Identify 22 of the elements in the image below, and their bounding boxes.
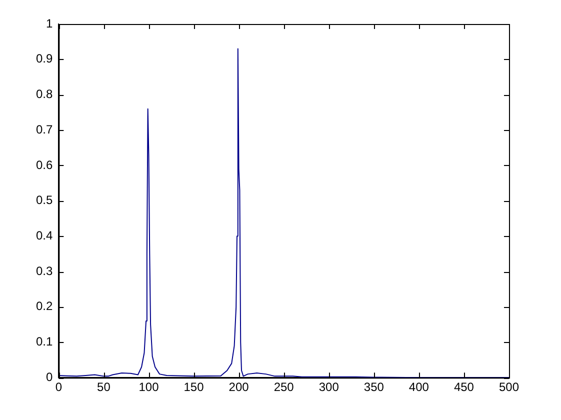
x-tick-label: 100 (138, 380, 160, 394)
x-tick-label: 350 (364, 380, 384, 394)
y-tick-label: 0.3 (36, 264, 53, 278)
y-tick-label: 1 (46, 16, 53, 30)
y-tick-label: 0.9 (36, 52, 53, 66)
x-tick-label: 400 (408, 380, 430, 394)
x-tick-label: 300 (318, 380, 340, 394)
x-tick-label: 150 (184, 380, 204, 394)
y-tick-label: 0.7 (36, 122, 53, 136)
x-tick-label: 450 (454, 380, 474, 394)
y-tick-label: 0.6 (36, 158, 53, 172)
x-tick-label: 0 (55, 380, 62, 394)
x-tick-label: 50 (97, 380, 111, 394)
y-tick-label: 0.4 (36, 228, 53, 242)
y-tick-label: 0.5 (36, 193, 53, 208)
y-tick-label: 0.1 (36, 334, 53, 349)
y-tick-label: 0.8 (36, 87, 53, 102)
x-tick-label: 500 (498, 380, 520, 394)
y-tick-label: 0 (46, 370, 53, 384)
x-tick-label: 250 (274, 380, 294, 394)
x-tick-label: 200 (228, 380, 250, 394)
y-tick-label: 0.2 (36, 299, 53, 314)
